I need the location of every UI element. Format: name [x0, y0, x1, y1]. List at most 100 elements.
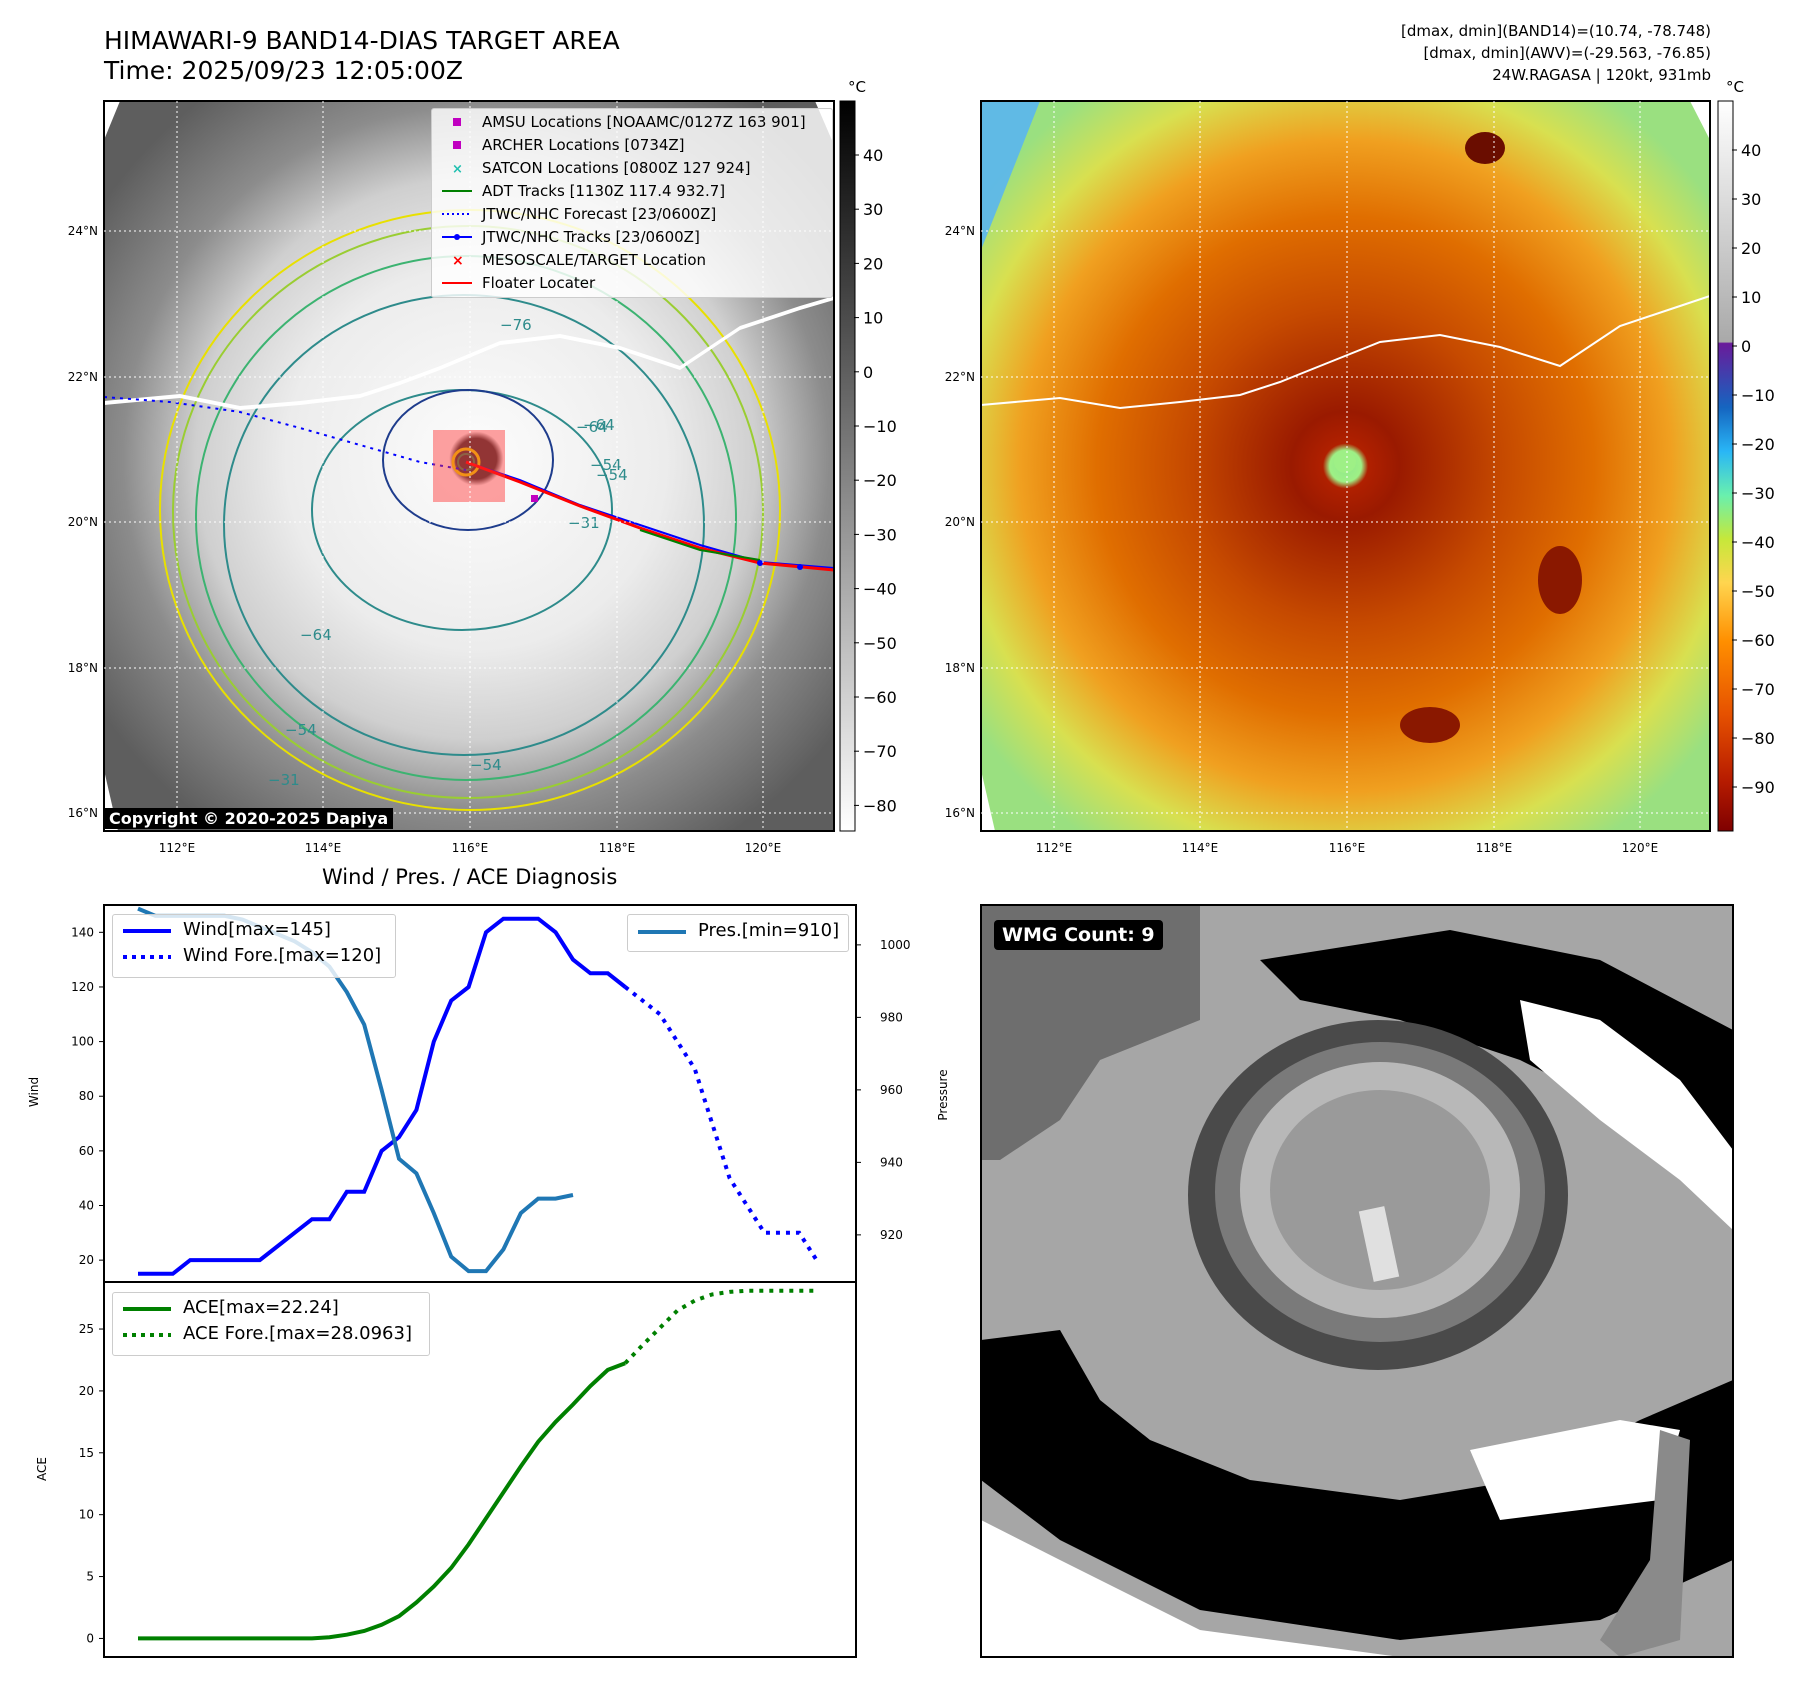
colorbar-tick-label: 10: [863, 309, 883, 328]
contour-label: −54: [470, 756, 502, 774]
colorbar-tick-label: 30: [1741, 190, 1761, 209]
ace-y-tick: 25: [79, 1322, 94, 1336]
colorbar-tick-label: −70: [1741, 680, 1775, 699]
colorbar-tick-label: −60: [863, 688, 897, 707]
map-lon-label-enhanced: 120°E: [1622, 841, 1659, 855]
pressure-y-tick: 960: [880, 1083, 903, 1097]
map-lon-label-enhanced: 112°E: [1036, 841, 1073, 855]
colorbar-tick-label: −20: [1741, 435, 1775, 454]
ir-colorbar: 40 30 20 10 0 −10 −20 −30 −40 −50 −60 −70 −80: [839, 100, 897, 832]
map-lat-label-enhanced: 20°N: [945, 515, 975, 529]
svg-text:×: ×: [452, 253, 464, 269]
contour-label: −64: [583, 416, 615, 434]
map-lon-label-enhanced: 114°E: [1182, 841, 1219, 855]
adt-track: [639, 529, 761, 561]
legend-item-amsu: AMSU Locations [NOAAMC/0127Z 163 901]: [442, 113, 806, 135]
map-lon-label-ir: 116°E: [452, 841, 489, 855]
colorbar-tick-label: −30: [863, 525, 897, 544]
chart-title: Wind / Pres. / ACE Diagnosis: [322, 865, 618, 889]
ace-ylabel: ACE: [35, 1457, 49, 1481]
ace-y-tick: 5: [86, 1570, 94, 1584]
colorbar-tick-label: 40: [863, 146, 883, 165]
wmg-panel: [980, 904, 1734, 1658]
target-box: [433, 430, 505, 502]
map-lat-label-ir: 18°N: [68, 661, 98, 675]
colorbar-tick-label: 0: [1741, 337, 1751, 356]
contour-label: −54: [590, 456, 622, 474]
ace-y-tick: 15: [79, 1446, 94, 1460]
map-lat-label-enhanced: 22°N: [945, 370, 975, 384]
legend-item-wind: Wind[max=145]: [123, 919, 331, 940]
colorbar-tick-label: −70: [863, 742, 897, 761]
wind-y-tick: 120: [71, 980, 94, 994]
map-lat-label-enhanced: 24°N: [945, 224, 975, 238]
figure-timestamp: Time: 2025/09/23 12:05:00Z: [104, 56, 463, 85]
enhanced-colorbar-unit: °C: [1726, 78, 1744, 96]
colorbar-tick-label: 20: [1741, 239, 1761, 258]
colorbar-tick-label: −50: [863, 634, 897, 653]
wind-y-tick: 60: [79, 1144, 94, 1158]
map-lon-label-enhanced: 118°E: [1476, 841, 1513, 855]
map-lon-label-ir: 120°E: [745, 841, 782, 855]
enhanced-colorbar: 40 30 20 10 0 −10 −20 −30 −40 −50 −60 −70 −80 −90: [1717, 100, 1775, 832]
wind-y-tick: 100: [71, 1035, 94, 1049]
colorbar-tick-label: −80: [863, 796, 897, 815]
colorbar-tick-label: −40: [1741, 533, 1775, 552]
wind-series-line: [138, 916, 627, 1276]
wind-legend: Wind[max=145] Wind Fore.[max=120]: [112, 914, 396, 978]
ace-series-line: [138, 1361, 626, 1641]
ace-y-tick: 10: [79, 1508, 94, 1522]
pressure-y-tick: 920: [880, 1228, 903, 1242]
pressure-ylabel: Pressure: [936, 1069, 950, 1121]
ace-y-tick: 0: [86, 1631, 94, 1645]
colorbar-tick-label: 10: [1741, 288, 1761, 307]
ace-y-tick: 20: [79, 1384, 94, 1398]
colorbar-tick-label: 40: [1741, 141, 1761, 160]
contour-label: −31: [568, 514, 600, 532]
colorbar-tick-label: −40: [863, 580, 897, 599]
ir-colorbar-unit: °C: [848, 78, 866, 96]
map-lat-label-ir: 22°N: [68, 370, 98, 384]
colorbar-tick-label: −50: [1741, 582, 1775, 601]
map-lat-label-ir: 20°N: [68, 515, 98, 529]
ace-forecast-line: [623, 1288, 817, 1365]
colorbar-tick-label: −10: [863, 417, 897, 436]
legend-item-wind-forecast: Wind Fore.[max=120]: [123, 945, 382, 966]
legend-item-satcon: × SATCON Locations [0800Z 127 924]: [452, 159, 751, 177]
wind-y-tick: 140: [71, 925, 94, 939]
colorbar-tick-label: −30: [1741, 484, 1775, 503]
contour-label: −64: [300, 626, 332, 644]
copyright-label: Copyright © 2020-2025 Dapiya: [104, 808, 394, 829]
ir-legend: AMSU Locations [NOAAMC/0127Z 163 901] AR…: [431, 108, 833, 298]
wmg-count-badge: WMG Count: 9: [994, 920, 1163, 950]
legend-item-adt: ADT Tracks [1130Z 117.4 932.7]: [442, 182, 726, 200]
wind-y-tick: 80: [79, 1089, 94, 1103]
wind-ylabel: Wind: [27, 1076, 41, 1108]
pressure-y-tick: 1000: [880, 938, 911, 952]
map-lat-label-enhanced: 18°N: [945, 661, 975, 675]
legend-item-tracks: JTWC/NHC Tracks [23/0600Z]: [442, 228, 700, 250]
info-line-2: [dmax, dmin](AWV)=(-29.563, -76.85): [1423, 44, 1711, 62]
pressure-legend: Pres.[min=910]: [627, 914, 849, 952]
ace-legend: ACE[max=22.24] ACE Fore.[max=28.0963]: [112, 1292, 430, 1356]
colorbar-tick-label: −60: [1741, 631, 1775, 650]
legend-item-ace-forecast: ACE Fore.[max=28.0963]: [123, 1323, 412, 1344]
svg-text:×: ×: [452, 162, 463, 177]
figure-title: HIMAWARI-9 BAND14-DIAS TARGET AREA: [104, 26, 620, 55]
diagnosis-charts: 20 40 60 80 100 120 140 920 940 960 980 1000 0 5 10 15 2…: [71, 904, 911, 1658]
contour-label: −54: [285, 721, 317, 739]
contour-label: −76: [500, 316, 532, 334]
colorbar-tick-label: 30: [863, 200, 883, 219]
wind-y-tick: 40: [79, 1199, 94, 1213]
map-lon-label-enhanced: 116°E: [1329, 841, 1366, 855]
legend-item-ace: ACE[max=22.24]: [123, 1297, 339, 1318]
colorbar-tick-label: −20: [863, 471, 897, 490]
archer-marker: [531, 495, 538, 502]
legend-item-archer: ARCHER Locations [0734Z]: [442, 136, 685, 158]
legend-item-pressure: Pres.[min=910]: [638, 920, 840, 941]
map-lat-label-enhanced: 16°N: [945, 806, 975, 820]
map-lat-label-ir: 24°N: [68, 224, 98, 238]
info-line-3: 24W.RAGASA | 120kt, 931mb: [1492, 66, 1711, 84]
map-lon-label-ir: 112°E: [159, 841, 196, 855]
